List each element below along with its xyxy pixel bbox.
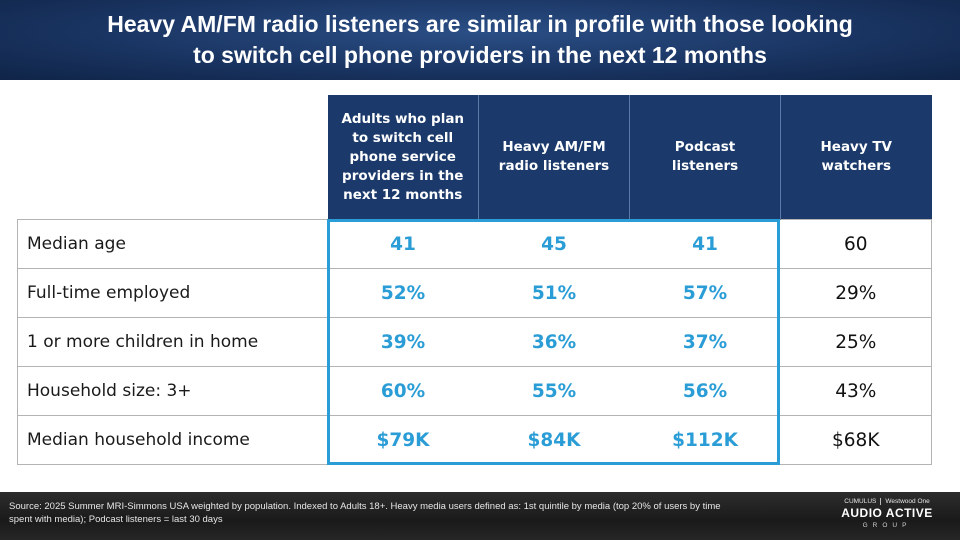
table-cell: 41 xyxy=(327,219,479,269)
table-cell: 57% xyxy=(629,268,781,318)
comparison-table: Adults who plan to switch cell phone ser… xyxy=(17,95,932,465)
row-label: Household size: 3+ xyxy=(17,366,328,416)
logo-sub-text: GROUP xyxy=(862,522,912,529)
table-cell: $79K xyxy=(327,415,479,465)
header-corner xyxy=(17,95,328,220)
column-header-heavy-amfm: Heavy AM/FM radio listeners xyxy=(478,95,630,220)
cumulus-logo-text: CUMULUS xyxy=(844,498,877,505)
table-row: Full-time employed 52% 51% 57% 29% xyxy=(17,268,932,318)
column-header-podcast: Podcast listeners xyxy=(629,95,781,220)
table-cell: 55% xyxy=(478,366,630,416)
title-line-1: Heavy AM/FM radio listeners are similar … xyxy=(107,11,853,37)
logo-main-text: AUDIO ACTIVE xyxy=(841,506,933,520)
title-line-2: to switch cell phone providers in the ne… xyxy=(193,42,767,68)
row-label: Median age xyxy=(17,219,328,269)
table-cell: 60 xyxy=(780,219,932,269)
table-cell: 41 xyxy=(629,219,781,269)
table-cell: 60% xyxy=(327,366,479,416)
table-row: Median age 41 45 41 60 xyxy=(17,219,932,269)
column-header-cell-switchers: Adults who plan to switch cell phone ser… xyxy=(327,95,479,220)
table-cell: 25% xyxy=(780,317,932,367)
table-row: Household size: 3+ 60% 55% 56% 43% xyxy=(17,366,932,416)
table-header-row: Adults who plan to switch cell phone ser… xyxy=(17,95,932,220)
source-note: Source: 2025 Summer MRI-Simmons USA weig… xyxy=(9,501,721,525)
slide-title: Heavy AM/FM radio listeners are similar … xyxy=(30,9,930,71)
row-label: Median household income xyxy=(17,415,328,465)
table-cell: 56% xyxy=(629,366,781,416)
logo-top-line: CUMULUS Westwood One xyxy=(828,497,946,506)
table-row: 1 or more children in home 39% 36% 37% 2… xyxy=(17,317,932,367)
westwood-one-logo-text: Westwood One xyxy=(885,498,930,505)
logo-divider xyxy=(880,498,882,505)
table-cell: $112K xyxy=(629,415,781,465)
table-cell: $84K xyxy=(478,415,630,465)
table-cell: 37% xyxy=(629,317,781,367)
table-row: Median household income $79K $84K $112K … xyxy=(17,415,932,465)
table-cell: 45 xyxy=(478,219,630,269)
table-cell: 43% xyxy=(780,366,932,416)
column-header-heavy-tv: Heavy TV watchers xyxy=(780,95,932,220)
title-banner: Heavy AM/FM radio listeners are similar … xyxy=(0,0,960,80)
row-label: Full-time employed xyxy=(17,268,328,318)
footer-bar: Source: 2025 Summer MRI-Simmons USA weig… xyxy=(0,492,960,540)
table-cell: 39% xyxy=(327,317,479,367)
table-cell: 51% xyxy=(478,268,630,318)
table-cell: $68K xyxy=(780,415,932,465)
audio-active-group-logo: CUMULUS Westwood One AUDIO ACTIVE GROUP xyxy=(828,497,946,537)
table-cell: 36% xyxy=(478,317,630,367)
table-cell: 52% xyxy=(327,268,479,318)
row-label: 1 or more children in home xyxy=(17,317,328,367)
table-cell: 29% xyxy=(780,268,932,318)
